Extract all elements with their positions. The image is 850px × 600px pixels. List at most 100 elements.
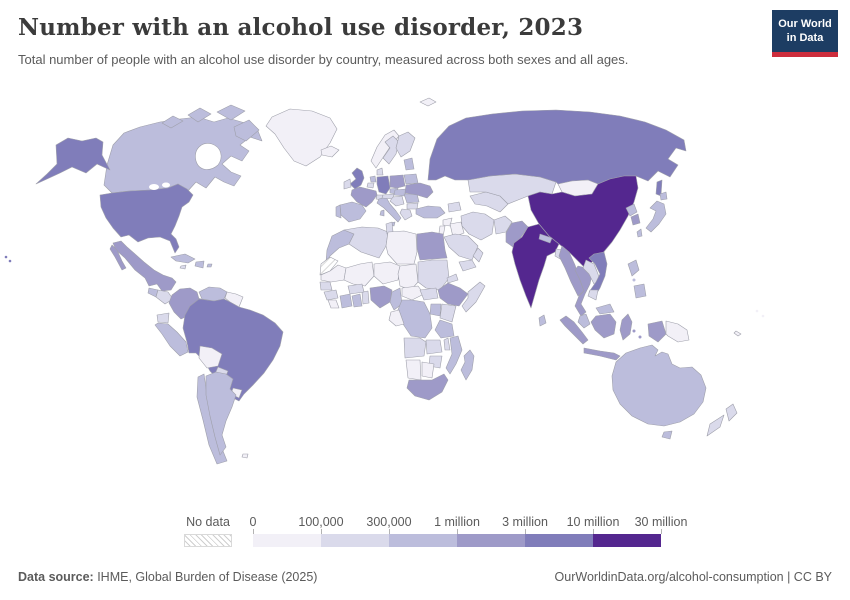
country-ireland[interactable] <box>343 178 352 190</box>
country-central-african-republic[interactable] <box>401 285 425 301</box>
country-ecuador[interactable] <box>156 312 170 324</box>
country-usa-hawaii[interactable] <box>4 255 8 259</box>
country-malaysia[interactable] <box>577 313 591 329</box>
country-libya[interactable] <box>385 230 418 265</box>
country-puerto-rico[interactable] <box>206 263 213 268</box>
country-belarus[interactable] <box>403 173 419 185</box>
country-egypt[interactable] <box>416 231 448 261</box>
country-new-zealand-north[interactable] <box>725 403 738 422</box>
country-yemen[interactable] <box>458 259 477 272</box>
country-botswana[interactable] <box>421 361 435 379</box>
country-south-korea[interactable] <box>630 213 641 226</box>
country-australia[interactable] <box>611 344 707 427</box>
legend-bin-4[interactable] <box>457 534 525 547</box>
country-canada-arctic[interactable] <box>216 104 246 121</box>
country-eritrea[interactable] <box>446 273 459 284</box>
country-jamaica[interactable] <box>179 264 187 270</box>
country-indonesia-java[interactable] <box>583 347 621 361</box>
legend-bin-3[interactable] <box>389 534 457 547</box>
country-papua-new-guinea[interactable] <box>665 320 690 343</box>
country-usa-hawaii[interactable] <box>8 259 12 263</box>
country-baltics[interactable] <box>403 157 415 171</box>
country-india[interactable] <box>511 223 560 309</box>
country-tasmania[interactable] <box>661 430 673 440</box>
country-oman[interactable] <box>472 247 484 263</box>
country-afghanistan[interactable] <box>493 215 513 235</box>
country-caucasus[interactable] <box>447 201 462 213</box>
country-guinea[interactable] <box>323 289 339 301</box>
country-usa-alaska[interactable] <box>35 137 111 185</box>
country-denmark[interactable] <box>376 167 384 176</box>
legend-bin-6[interactable] <box>593 534 661 547</box>
country-uganda[interactable] <box>429 303 442 317</box>
country-iran[interactable] <box>460 211 495 241</box>
country-portugal[interactable] <box>335 204 342 219</box>
country-pakistan[interactable] <box>505 220 529 248</box>
country-burkina-faso[interactable] <box>347 283 365 295</box>
country-zambia[interactable] <box>425 339 443 355</box>
country-togo-benin[interactable] <box>361 290 370 305</box>
country-svalbard[interactable] <box>419 97 437 107</box>
country-tanzania[interactable] <box>434 319 455 339</box>
country-congo-gabon[interactable] <box>388 309 405 327</box>
country-malawi[interactable] <box>443 337 451 351</box>
country-canada-baffin[interactable] <box>233 119 260 142</box>
country-south-sudan[interactable] <box>419 287 439 301</box>
country-algeria[interactable] <box>343 226 389 259</box>
country-new-caledonia[interactable] <box>733 330 742 337</box>
country-cambodia[interactable] <box>587 289 599 301</box>
country-ghana[interactable] <box>351 293 363 308</box>
country-somalia[interactable] <box>461 281 486 313</box>
country-russia[interactable] <box>427 109 687 185</box>
country-cuba[interactable] <box>170 253 196 264</box>
country-mozambique[interactable] <box>445 335 463 375</box>
country-ukraine[interactable] <box>404 182 434 199</box>
country-greenland[interactable] <box>265 108 338 167</box>
country-sierra-leone[interactable] <box>327 299 340 309</box>
country-honduras-nicaragua[interactable] <box>155 289 174 305</box>
country-indonesia-maluku[interactable] <box>632 329 636 333</box>
country-indonesia-sumatra[interactable] <box>559 315 589 345</box>
country-japan-hokkaido[interactable] <box>659 191 668 201</box>
country-new-zealand-south[interactable] <box>706 414 725 437</box>
legend-no-data-swatch[interactable] <box>184 534 232 547</box>
country-hispaniola[interactable] <box>194 260 205 269</box>
country-kenya[interactable] <box>439 303 457 323</box>
country-greece[interactable] <box>399 208 413 221</box>
country-sudan[interactable] <box>417 259 450 291</box>
country-uk[interactable] <box>349 167 365 190</box>
country-myanmar[interactable] <box>558 245 585 297</box>
country-bolivia[interactable] <box>198 345 223 369</box>
country-fiji[interactable] <box>761 314 765 318</box>
country-nepal[interactable] <box>538 233 553 244</box>
country-philippines-mindanao[interactable] <box>633 283 647 299</box>
country-italy-sardinia[interactable] <box>379 209 385 217</box>
country-belgium[interactable] <box>366 182 375 189</box>
country-japan[interactable] <box>645 200 667 233</box>
country-france[interactable] <box>350 186 378 208</box>
country-spain[interactable] <box>339 201 367 223</box>
country-madagascar[interactable] <box>460 349 475 381</box>
country-north-korea[interactable] <box>625 203 638 217</box>
country-indonesia-papua[interactable] <box>647 320 667 343</box>
country-mexico[interactable] <box>112 240 177 292</box>
country-balkans[interactable] <box>389 195 405 207</box>
country-iraq[interactable] <box>449 221 465 238</box>
country-falklands[interactable] <box>241 453 249 459</box>
country-sri-lanka[interactable] <box>538 314 547 327</box>
country-malaysia-borneo[interactable] <box>595 303 615 315</box>
country-germany[interactable] <box>376 175 391 195</box>
country-taiwan[interactable] <box>636 228 643 238</box>
country-indonesia-sulawesi[interactable] <box>619 313 633 341</box>
country-indonesia-maluku[interactable] <box>638 335 642 339</box>
country-poland[interactable] <box>389 174 406 189</box>
legend-bin-1[interactable] <box>253 534 321 547</box>
country-philippines-luzon[interactable] <box>627 259 640 277</box>
country-south-africa[interactable] <box>406 373 449 401</box>
country-sweden[interactable] <box>382 135 400 165</box>
country-cameroon[interactable] <box>389 287 403 311</box>
country-philippines-visayas[interactable] <box>632 278 636 282</box>
country-ethiopia[interactable] <box>437 282 469 307</box>
country-mexico-baja[interactable] <box>109 244 127 271</box>
country-bulgaria[interactable] <box>406 202 419 210</box>
